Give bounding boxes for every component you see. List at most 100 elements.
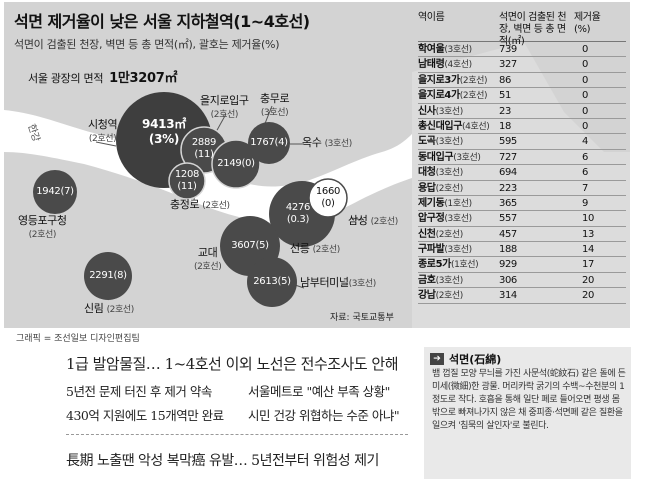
table-row: 학여울(3호선) 739 0 — [418, 42, 626, 58]
row-rate: 10 — [582, 213, 594, 225]
bubble-samseong — [308, 178, 348, 218]
value-gyodae: 3607(5) — [231, 240, 269, 251]
row-station-name: 용답 — [418, 182, 436, 194]
row-station: 을지로3가(2호선) — [418, 73, 496, 87]
row-rate: 0 — [582, 44, 588, 55]
row-area: 314 — [499, 290, 517, 302]
row-station-name: 구파발 — [418, 244, 445, 256]
row-station-name: 강남 — [418, 290, 436, 302]
station-table: 역이름 석면이 검출된 천장, 벽면 등 총 면적(㎡) 제거율 (%) 학여울… — [418, 12, 626, 304]
row-station: 도곡(3호선) — [418, 134, 496, 148]
table-header: 역이름 석면이 검출된 천장, 벽면 등 총 면적(㎡) 제거율 (%) — [418, 12, 626, 47]
glossary-term: 석면(石綿) — [449, 353, 502, 366]
bubble-oksu — [248, 122, 290, 164]
row-station: 금호(3호선) — [418, 273, 496, 287]
article-subhead-3: 430억 지원에도 15개역만 완료 — [66, 408, 224, 423]
plaza-area: 서울 광장의 면적 1만3207㎡ — [28, 67, 178, 86]
table-row: 신천(2호선) 457 13 — [418, 227, 626, 243]
header-station: 역이름 — [418, 12, 445, 23]
row-station: 종로5가(1호선) — [418, 257, 496, 271]
header-area: 석면이 검출된 천장, 벽면 등 총 면적(㎡) — [499, 12, 567, 47]
row-area: 18 — [499, 120, 511, 132]
row-rate: 6 — [582, 151, 588, 163]
row-station-name: 신사 — [418, 105, 436, 117]
row-station: 남태령(4호선) — [418, 57, 496, 71]
row-rate: 0 — [582, 59, 588, 71]
table-row: 을지로4가(2호선) 51 0 — [418, 88, 626, 104]
row-station-line: (2호선) — [435, 229, 464, 240]
table-row: 금호(3호선) 306 20 — [418, 273, 626, 289]
row-rate: 20 — [582, 274, 594, 286]
label-nambu: 남부터미널(3호선) — [300, 276, 376, 289]
header-rate: 제거율 (%) — [574, 12, 601, 35]
graphic-credit: 그래픽 = 조선일보 디자인편집팀 — [16, 334, 140, 344]
label-chungjeongno: 충정로 (2호선) — [170, 198, 230, 211]
row-station-line: (3호선) — [435, 106, 464, 117]
article-subhead-2: 서울메트로 "예산 부족 상황" — [248, 384, 390, 399]
row-area: 306 — [499, 274, 517, 286]
value-chungmuro: 1767(4) — [250, 137, 288, 148]
row-station: 을지로4가(2호선) — [418, 88, 496, 102]
bubble-sillim — [84, 252, 132, 300]
row-station: 학여울(3호선) — [418, 42, 496, 56]
table-row: 압구정(3호선) 557 10 — [418, 211, 626, 227]
row-area: 365 — [499, 197, 517, 209]
row-station: 신사(3호선) — [418, 104, 496, 118]
table-row: 신사(3호선) 23 0 — [418, 104, 626, 119]
article-headline: 1급 발암물질… 1~4호선 이외 노선은 전수조사도 안해 — [66, 355, 399, 373]
table-row: 총신대입구(4호선) 18 0 — [418, 119, 626, 135]
row-area: 327 — [499, 59, 517, 71]
row-station-name: 신천 — [418, 228, 436, 240]
row-station: 대청(3호선) — [418, 165, 496, 179]
station-bubbles — [33, 92, 348, 307]
row-rate: 0 — [582, 74, 588, 86]
row-station-name: 종로5가 — [418, 259, 451, 271]
row-area: 595 — [499, 136, 517, 148]
table-row: 동대입구(3호선) 727 6 — [418, 150, 626, 166]
value-seolleung: 4276 (0.3) — [285, 202, 311, 225]
table-row: 남태령(4호선) 327 0 — [418, 57, 626, 73]
row-area: 51 — [499, 90, 511, 102]
row-station-line: (2호선) — [435, 183, 464, 194]
glossary-box: ➔ 석면(石綿) 뱀 껍질 모양 무늬를 가진 사문석(蛇紋石) 같은 돌에 든… — [424, 347, 631, 479]
label-sicheong: 시청역 (2호선) — [88, 118, 118, 144]
row-rate: 13 — [582, 228, 594, 240]
value-sillim: 2291(8) — [89, 270, 127, 281]
row-rate: 0 — [582, 105, 588, 117]
row-station: 용답(2호선) — [418, 181, 496, 195]
plaza-value: 1만3207㎡ — [109, 71, 178, 86]
row-station-line: (3호선) — [444, 245, 472, 256]
row-rate: 4 — [582, 136, 588, 148]
label-gyodae: 교대 (2호선) — [194, 246, 222, 272]
row-station-name: 대청 — [418, 167, 436, 179]
row-area: 557 — [499, 213, 517, 225]
row-station-line: (4호선) — [462, 121, 490, 132]
row-area: 86 — [499, 74, 511, 86]
table-row: 도곡(3호선) 595 4 — [418, 134, 626, 150]
row-station-line: (1호선) — [450, 260, 479, 271]
row-station-line: (3호선) — [435, 275, 464, 286]
table-row: 을지로3가(2호선) 86 0 — [418, 73, 626, 89]
label-chungmuro: 충무로 (3호선) — [260, 92, 290, 118]
value-samseong: 1660 (0) — [315, 186, 341, 209]
value-euljiro-ipgu: 2889 (11) — [191, 137, 217, 160]
arrow-icon: ➔ — [430, 353, 444, 365]
row-rate: 17 — [582, 259, 594, 271]
plaza-label: 서울 광장의 면적 — [28, 72, 104, 85]
bubble-euljiro-ipgu-2 — [211, 139, 261, 189]
row-station-name: 총신대입구 — [418, 120, 463, 132]
infographic: 석면 제거율이 낮은 서울 지하철역(1~4호선) 석면이 검출된 천장, 벽면… — [4, 2, 630, 328]
row-station: 동대입구(3호선) — [418, 150, 496, 164]
row-rate: 7 — [582, 182, 588, 194]
table-row: 용답(2호선) 223 7 — [418, 181, 626, 196]
row-station-line: (2호선) — [459, 75, 488, 86]
label-samseong: 삼성 (2호선) — [348, 214, 398, 227]
row-station-name: 을지로3가 — [418, 74, 460, 86]
bubble-nambu — [247, 257, 297, 307]
table-row: 대청(3호선) 694 6 — [418, 165, 626, 181]
row-area: 739 — [499, 44, 517, 55]
row-station-name: 금호 — [418, 274, 436, 286]
row-station-name: 학여울 — [418, 44, 445, 55]
article-headline-2: 長期 노출땐 악성 복막癌 유발… 5년전부터 위험성 제기 — [66, 453, 379, 469]
row-area: 23 — [499, 105, 511, 117]
